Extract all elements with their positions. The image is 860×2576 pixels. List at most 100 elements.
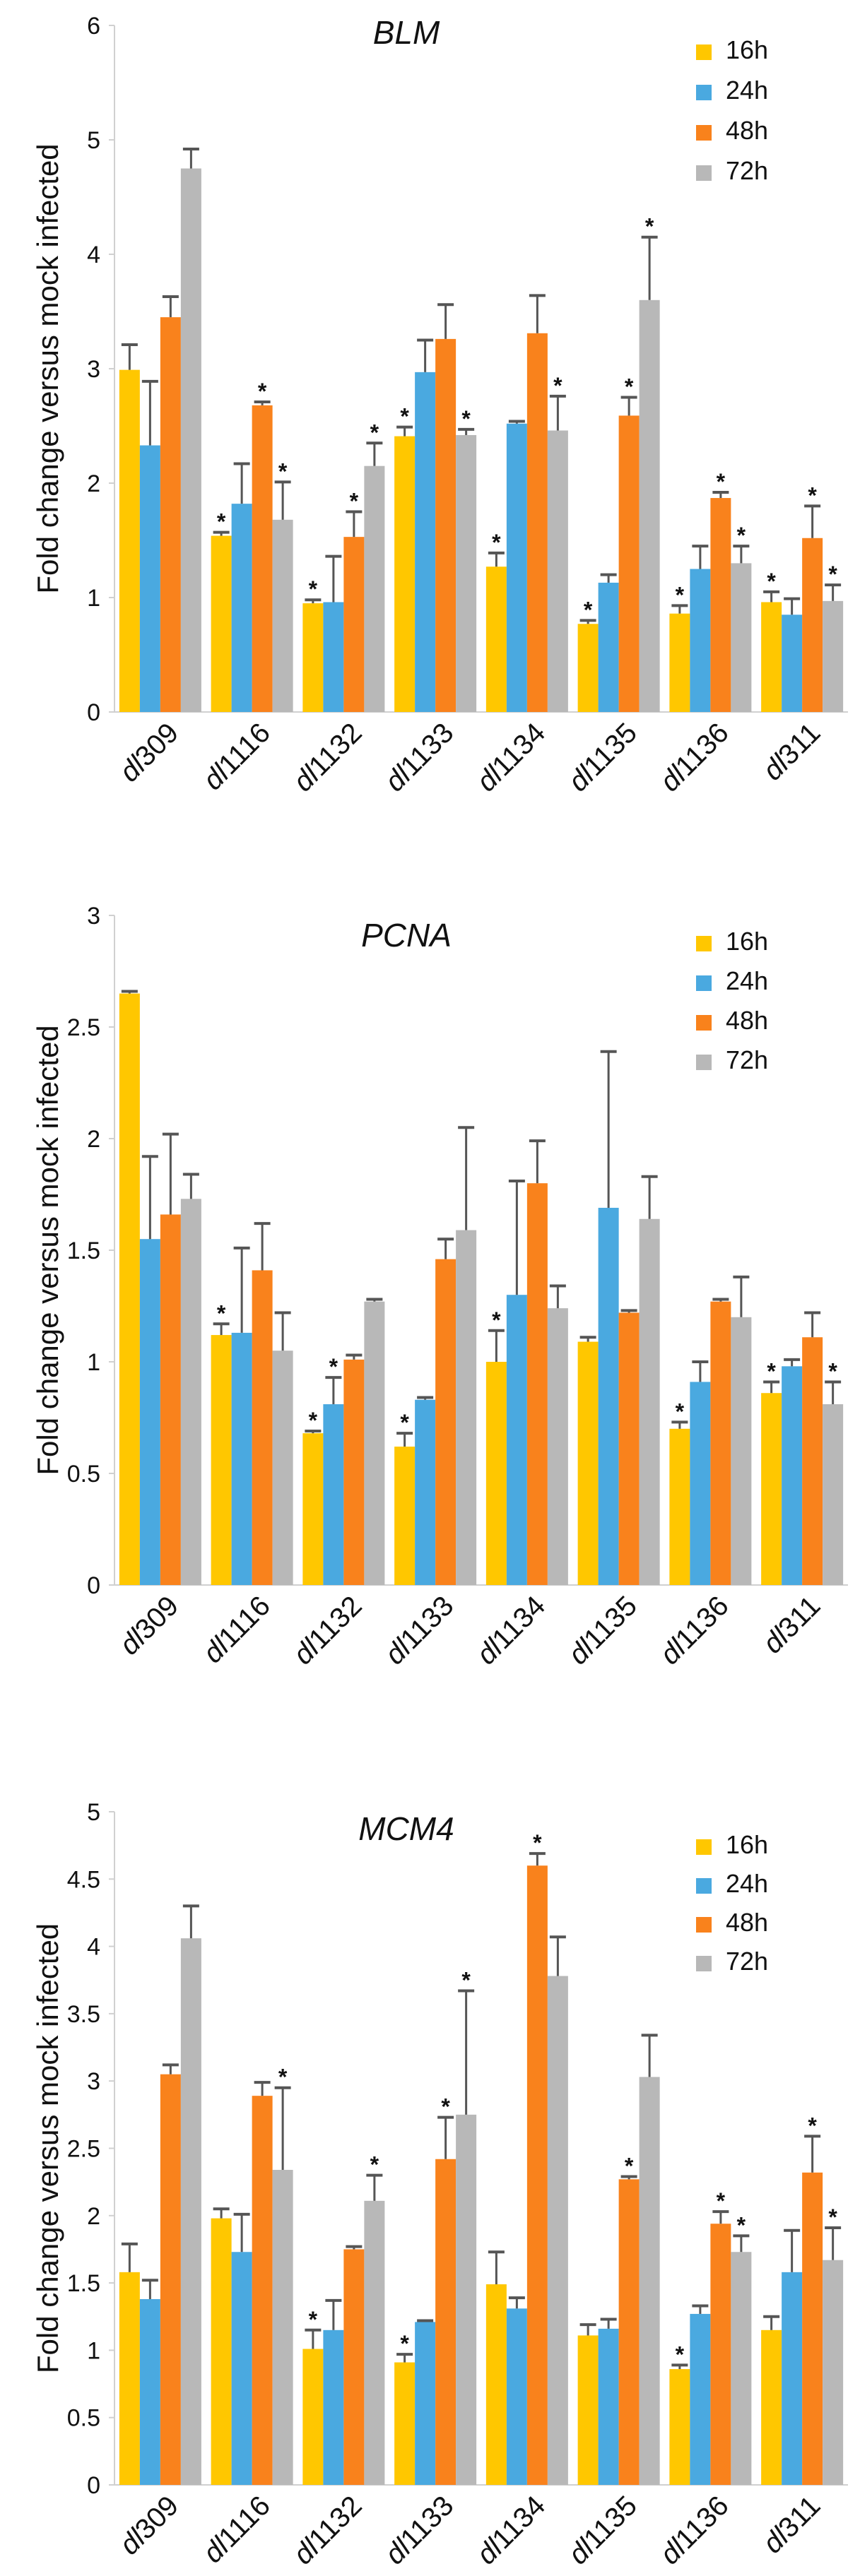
- category-label: dl1132: [288, 2490, 368, 2570]
- bar: [160, 1214, 181, 1585]
- legend-label: 48h: [726, 1908, 768, 1937]
- category-label: dl1135: [562, 2490, 643, 2570]
- bar: [211, 2218, 232, 2485]
- bar: [435, 2159, 456, 2485]
- y-axis-label: Fold change versus mock infected: [31, 143, 64, 593]
- y-tick-label: 1: [87, 585, 100, 612]
- bar: [485, 566, 507, 712]
- bar: [343, 1359, 365, 1585]
- y-tick-label: 4: [87, 242, 100, 268]
- y-tick-label: 0: [87, 1572, 100, 1599]
- bar: [782, 615, 803, 712]
- bar: [119, 2272, 140, 2485]
- bar: [547, 430, 568, 712]
- bar: [394, 436, 416, 712]
- significance-star: *: [400, 2331, 409, 2356]
- y-tick-label: 1.5: [67, 1237, 100, 1264]
- y-tick-label: 0: [87, 2472, 100, 2499]
- bar: [547, 1976, 568, 2485]
- bar: [669, 1428, 690, 1585]
- category-label: dl1116: [197, 717, 276, 796]
- significance-star: *: [370, 420, 379, 445]
- significance-star: *: [370, 2152, 379, 2178]
- significance-star: *: [828, 2204, 837, 2230]
- bar: [302, 1433, 324, 1585]
- legend-swatch: [696, 125, 712, 141]
- bar: [272, 1351, 293, 1585]
- bar: [364, 2200, 385, 2485]
- bar: [364, 465, 385, 712]
- y-axis-label: Fold change versus mock infected: [31, 1025, 64, 1475]
- y-tick-label: 2: [87, 2203, 100, 2230]
- category-label: dl1134: [471, 717, 551, 797]
- significance-star: *: [400, 1410, 409, 1435]
- bar: [302, 603, 324, 712]
- bar: [231, 1332, 252, 1585]
- bar: [272, 2169, 293, 2485]
- bar: [485, 1362, 507, 1585]
- category-label: dl309: [114, 717, 184, 788]
- category-label: dl311: [757, 2490, 826, 2559]
- category-label: dl309: [114, 1590, 184, 1661]
- bar: [119, 993, 140, 1585]
- bar: [394, 1447, 416, 1585]
- significance-star: *: [350, 489, 359, 514]
- significance-star: *: [737, 523, 746, 548]
- category-label: dl311: [757, 1590, 826, 1659]
- y-tick-label: 1: [87, 1349, 100, 1376]
- bar: [690, 1382, 711, 1585]
- bar: [731, 2252, 752, 2485]
- bar: [252, 1270, 273, 1585]
- bar: [160, 2074, 181, 2485]
- significance-star: *: [492, 1307, 501, 1333]
- bar: [802, 538, 823, 712]
- bar: [577, 2335, 599, 2485]
- category-label: dl1135: [562, 1590, 643, 1670]
- y-tick-label: 4: [87, 1934, 100, 1961]
- bar: [231, 504, 252, 712]
- bar: [526, 333, 548, 712]
- bar: [782, 2272, 803, 2485]
- y-tick-label: 0.5: [67, 2405, 100, 2432]
- y-tick-label: 3: [87, 903, 100, 930]
- bar: [302, 2349, 324, 2485]
- bar: [598, 2328, 619, 2485]
- significance-star: *: [309, 576, 318, 602]
- category-label: dl1134: [471, 2490, 551, 2570]
- bar: [526, 1865, 548, 2485]
- bar: [690, 2313, 711, 2485]
- bar: [823, 600, 844, 712]
- bar: [211, 1335, 232, 1585]
- bar: [669, 613, 690, 712]
- bar: [364, 1301, 385, 1585]
- legend-swatch: [696, 1917, 712, 1933]
- y-tick-label: 6: [87, 13, 100, 40]
- bar: [394, 2362, 416, 2485]
- bar: [761, 2329, 782, 2485]
- bar: [323, 602, 344, 712]
- bar: [547, 1308, 568, 1585]
- legend-swatch: [696, 1055, 712, 1070]
- significance-star: *: [309, 1408, 318, 1433]
- category-label: dl309: [114, 2490, 184, 2560]
- y-tick-label: 1.5: [67, 2270, 100, 2297]
- bar: [598, 582, 619, 712]
- bar: [506, 423, 527, 712]
- y-tick-label: 5: [87, 127, 100, 154]
- significance-star: *: [625, 374, 634, 400]
- bar: [180, 1199, 201, 1585]
- significance-star: *: [461, 1967, 471, 1993]
- y-tick-label: 0: [87, 699, 100, 726]
- significance-star: *: [625, 2154, 634, 2179]
- legend-label: 24h: [726, 76, 768, 105]
- legend-swatch: [696, 975, 712, 991]
- y-tick-label: 2.5: [67, 2136, 100, 2163]
- category-label: dl1133: [379, 717, 460, 797]
- significance-star: *: [676, 1399, 685, 1424]
- y-tick-label: 5: [87, 1799, 100, 1826]
- legend-label: 24h: [726, 1869, 768, 1898]
- y-tick-label: 4.5: [67, 1866, 100, 1893]
- category-label: dl1134: [471, 1590, 551, 1670]
- significance-star: *: [676, 2341, 685, 2367]
